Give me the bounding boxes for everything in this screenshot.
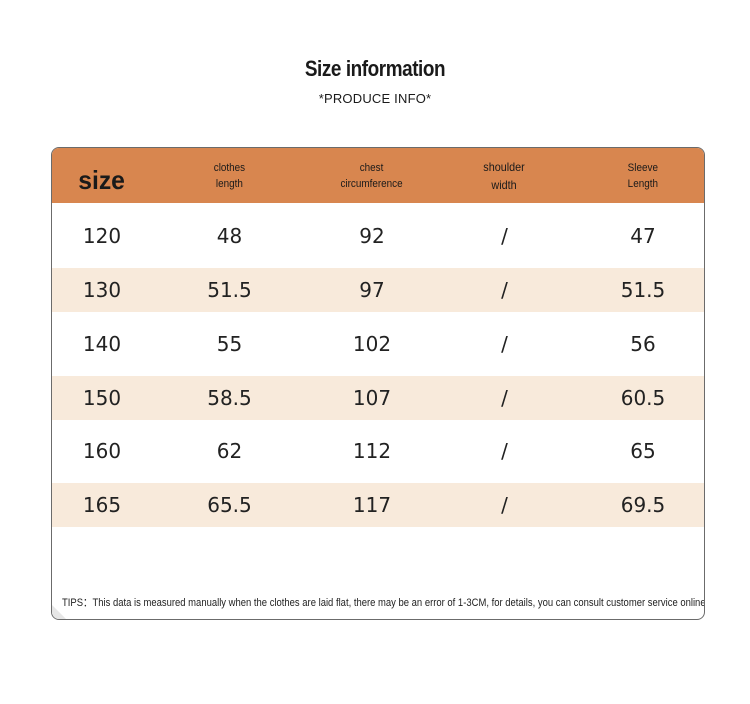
cell-sleeve: 47 xyxy=(630,224,656,248)
cell-shoulder: / xyxy=(501,386,508,410)
cell-chest: 102 xyxy=(352,332,392,356)
cell-shoulder: / xyxy=(501,224,508,248)
cell-size: 150 xyxy=(82,386,122,410)
table-row: 165 65.5 117 / 69.5 xyxy=(52,483,704,527)
table-header: size clothes length chest circumference sh… xyxy=(52,148,704,203)
cell-clothes-length: 58.5 xyxy=(207,386,252,410)
cell-clothes-length: 55 xyxy=(216,332,243,356)
tips-note: TIPS：This data is measured manually when… xyxy=(62,597,705,609)
cell-chest: 117 xyxy=(352,493,392,517)
table-row: 160 62 112 / 65 xyxy=(52,429,704,473)
cell-sleeve: 51.5 xyxy=(620,278,666,302)
cell-chest: 107 xyxy=(352,386,392,410)
cell-size: 160 xyxy=(82,439,122,463)
header-shoulder-width: shoulder width xyxy=(483,159,526,192)
cell-clothes-length: 48 xyxy=(216,224,243,248)
header-sleeve-length: Sleeve Length xyxy=(627,161,659,190)
header-chest-circumference: chest circumference xyxy=(340,161,404,190)
cell-shoulder: / xyxy=(501,332,508,356)
cell-sleeve: 69.5 xyxy=(620,493,666,517)
header-clothes-length: clothes length xyxy=(213,161,246,190)
cell-clothes-length: 62 xyxy=(216,439,243,463)
page-subtitle: *PRODUCE INFO* xyxy=(318,91,432,106)
table-row: 140 55 102 / 56 xyxy=(52,322,704,366)
table-row: 150 58.5 107 / 60.5 xyxy=(52,376,704,420)
cell-shoulder: / xyxy=(501,439,508,463)
table-row: 130 51.5 97 / 51.5 xyxy=(52,268,704,312)
cell-sleeve: 65 xyxy=(630,439,656,463)
cell-clothes-length: 51.5 xyxy=(207,278,252,302)
cell-chest: 92 xyxy=(359,224,385,248)
page-title: Size information xyxy=(304,56,446,81)
header-size: size xyxy=(78,164,126,195)
page-curl-decoration xyxy=(52,605,66,619)
cell-sleeve: 56 xyxy=(630,332,656,356)
table-row: 120 48 92 / 47 xyxy=(52,214,704,258)
cell-clothes-length: 65.5 xyxy=(207,493,252,517)
cell-size: 120 xyxy=(82,224,122,248)
cell-shoulder: / xyxy=(501,278,508,302)
cell-chest: 112 xyxy=(352,439,392,463)
cell-shoulder: / xyxy=(501,493,508,517)
cell-sleeve: 60.5 xyxy=(620,386,666,410)
cell-size: 140 xyxy=(82,332,122,356)
cell-size: 165 xyxy=(82,493,122,517)
cell-size: 130 xyxy=(82,278,122,302)
cell-chest: 97 xyxy=(359,278,385,302)
size-table: size clothes length chest circumference sh… xyxy=(51,147,705,620)
